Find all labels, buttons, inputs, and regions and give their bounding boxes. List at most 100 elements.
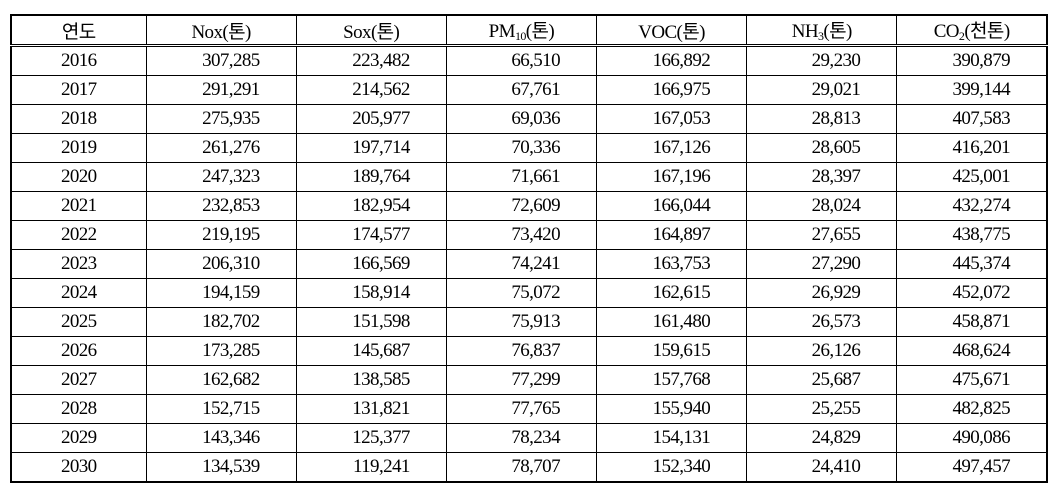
value-cell: 205,977	[295, 104, 447, 134]
value-cell: 182,954	[295, 191, 447, 221]
value-cell: 28,397	[746, 162, 898, 192]
header-cell: NH3(톤)	[746, 14, 898, 47]
value-cell: 214,562	[295, 75, 447, 105]
value-cell: 75,072	[445, 278, 597, 308]
year-cell: 2021	[10, 191, 147, 221]
table-row: 2019 261,276 197,714 70,336 167,126 28,605 416…	[10, 133, 1048, 163]
value-cell: 167,126	[595, 133, 748, 163]
value-cell: 482,825	[896, 394, 1048, 424]
table-body: 2016 307,285 223,482 66,510 166,892 29,230 390…	[10, 45, 1048, 482]
value-cell: 73,420	[445, 220, 597, 250]
year-cell: 2019	[10, 133, 147, 163]
value-cell: 151,598	[295, 307, 447, 337]
value-cell: 69,036	[445, 104, 597, 134]
value-cell: 166,975	[595, 75, 748, 105]
header-cell: PM10(톤)	[445, 14, 597, 47]
value-cell: 275,935	[145, 104, 297, 134]
year-cell: 2029	[10, 423, 147, 453]
emission-table: 연도 Nox(톤) Sox(톤) PM10(톤) VOC(톤) NH3(톤) CO2(천톤)…	[10, 14, 1048, 483]
table-row: 2018 275,935 205,977 69,036 167,053 28,813 407…	[10, 104, 1048, 134]
year-cell: 2018	[10, 104, 147, 134]
value-cell: 194,159	[145, 278, 297, 308]
year-cell: 2025	[10, 307, 147, 337]
value-cell: 390,879	[896, 45, 1048, 76]
value-cell: 219,195	[145, 220, 297, 250]
value-cell: 29,230	[746, 45, 898, 76]
table-row: 2024 194,159 158,914 75,072 162,615 26,929 452…	[10, 278, 1048, 308]
value-cell: 157,768	[595, 365, 748, 395]
value-cell: 154,131	[595, 423, 748, 453]
value-cell: 26,929	[746, 278, 898, 308]
header-cell: Nox(톤)	[145, 14, 297, 47]
table-row: 2023 206,310 166,569 74,241 163,753 27,290 445…	[10, 249, 1048, 279]
value-cell: 164,897	[595, 220, 748, 250]
value-cell: 29,021	[746, 75, 898, 105]
year-cell: 2026	[10, 336, 147, 366]
table-row: 2029 143,346 125,377 78,234 154,131 24,829 490…	[10, 423, 1048, 453]
year-cell: 2030	[10, 452, 147, 482]
value-cell: 197,714	[295, 133, 447, 163]
table-row: 2027 162,682 138,585 77,299 157,768 25,687 475…	[10, 365, 1048, 395]
value-cell: 167,196	[595, 162, 748, 192]
header-unit: (천톤)	[964, 21, 1010, 42]
value-cell: 24,829	[746, 423, 898, 453]
header-subscript: 2	[958, 29, 965, 43]
table-row: 2025 182,702 151,598 75,913 161,480 26,573 458…	[10, 307, 1048, 337]
header-cell: VOC(톤)	[595, 14, 748, 47]
table-row: 2016 307,285 223,482 66,510 166,892 29,230 390…	[10, 45, 1048, 76]
value-cell: 452,072	[896, 278, 1048, 308]
year-cell: 2017	[10, 75, 147, 105]
value-cell: 155,940	[595, 394, 748, 424]
value-cell: 166,569	[295, 249, 447, 279]
year-cell: 2023	[10, 249, 147, 279]
value-cell: 189,764	[295, 162, 447, 192]
value-cell: 166,044	[595, 191, 748, 221]
value-cell: 27,655	[746, 220, 898, 250]
value-cell: 223,482	[295, 45, 447, 76]
value-cell: 291,291	[145, 75, 297, 105]
header-subscript: 10	[514, 29, 526, 43]
table-row: 2020 247,323 189,764 71,661 167,196 28,397 425…	[10, 162, 1048, 192]
value-cell: 475,671	[896, 365, 1048, 395]
value-cell: 162,615	[595, 278, 748, 308]
value-cell: 76,837	[445, 336, 597, 366]
header-unit: (톤)	[823, 21, 852, 42]
year-cell: 2024	[10, 278, 147, 308]
value-cell: 307,285	[145, 45, 297, 76]
value-cell: 182,702	[145, 307, 297, 337]
value-cell: 78,234	[445, 423, 597, 453]
value-cell: 24,410	[746, 452, 898, 482]
table-row: 2028 152,715 131,821 77,765 155,940 25,255 482…	[10, 394, 1048, 424]
value-cell: 162,682	[145, 365, 297, 395]
value-cell: 66,510	[445, 45, 597, 76]
value-cell: 497,457	[896, 452, 1048, 482]
table-row: 2026 173,285 145,687 76,837 159,615 26,126 468…	[10, 336, 1048, 366]
value-cell: 425,001	[896, 162, 1048, 192]
value-cell: 152,715	[145, 394, 297, 424]
table-row: 2017 291,291 214,562 67,761 166,975 29,021 399…	[10, 75, 1048, 105]
value-cell: 27,290	[746, 249, 898, 279]
value-cell: 490,086	[896, 423, 1048, 453]
value-cell: 458,871	[896, 307, 1048, 337]
table-wrap: 연도 Nox(톤) Sox(톤) PM10(톤) VOC(톤) NH3(톤) CO2(천톤)…	[10, 14, 1048, 483]
value-cell: 125,377	[295, 423, 447, 453]
value-cell: 75,913	[445, 307, 597, 337]
value-cell: 158,914	[295, 278, 447, 308]
year-cell: 2020	[10, 162, 147, 192]
value-cell: 74,241	[445, 249, 597, 279]
value-cell: 232,853	[145, 191, 297, 221]
value-cell: 71,661	[445, 162, 597, 192]
value-cell: 152,340	[595, 452, 748, 482]
value-cell: 28,024	[746, 191, 898, 221]
value-cell: 138,585	[295, 365, 447, 395]
value-cell: 25,687	[746, 365, 898, 395]
value-cell: 67,761	[445, 75, 597, 105]
value-cell: 143,346	[145, 423, 297, 453]
year-cell: 2016	[10, 45, 147, 76]
value-cell: 26,573	[746, 307, 898, 337]
year-cell: 2028	[10, 394, 147, 424]
table-row: 2022 219,195 174,577 73,420 164,897 27,655 438…	[10, 220, 1048, 250]
value-cell: 78,707	[445, 452, 597, 482]
value-cell: 399,144	[896, 75, 1048, 105]
header-subscript: 3	[817, 29, 824, 43]
